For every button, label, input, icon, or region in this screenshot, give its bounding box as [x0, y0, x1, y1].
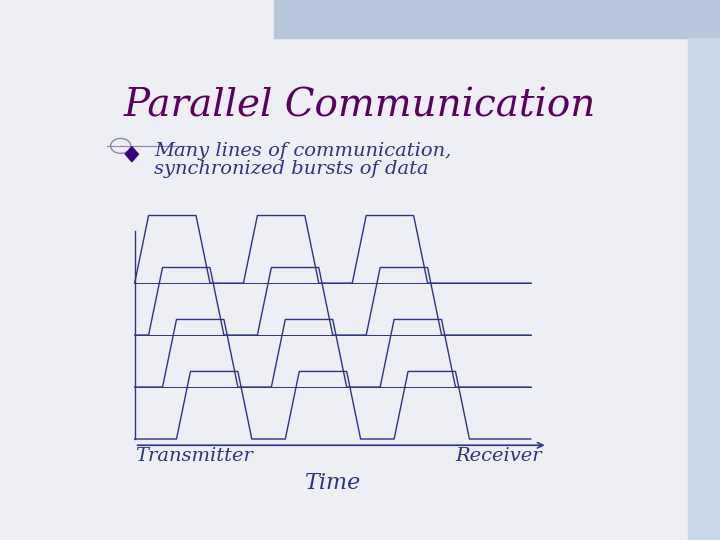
- Text: Many lines of communication,: Many lines of communication,: [154, 141, 451, 160]
- Polygon shape: [125, 147, 138, 161]
- Text: Time: Time: [305, 472, 361, 494]
- Text: synchronized bursts of data: synchronized bursts of data: [154, 160, 429, 178]
- Text: Parallel Communication: Parallel Communication: [124, 87, 595, 125]
- Text: Receiver: Receiver: [455, 447, 542, 465]
- Text: Transmitter: Transmitter: [135, 447, 253, 465]
